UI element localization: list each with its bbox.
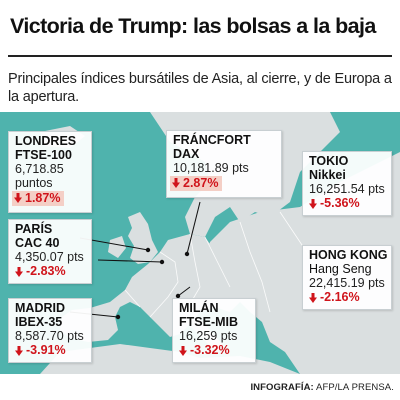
change-value: -2.16% — [320, 290, 360, 304]
card-frankfurt: FRÁNCFORT DAX 10,181.89 pts 2.87% — [166, 130, 282, 198]
change-value: -3.91% — [26, 343, 66, 357]
title-rule — [8, 55, 392, 57]
index-value: 22,415.19 pts — [309, 276, 385, 290]
card-londres: LONDRES FTSE-100 6,718.85 puntos 1.87% — [8, 131, 92, 213]
city-name: MILÁN — [179, 301, 219, 315]
change-badge: 2.87% — [170, 175, 223, 191]
paris-marker — [159, 259, 165, 265]
north-africa-landmass — [40, 344, 300, 374]
card-paris: PARÍS CAC 40 4,350.07 pts -2.83% — [8, 219, 92, 284]
index-value: 16,259 pts — [179, 329, 238, 343]
index-name: FTSE-MIB — [179, 315, 239, 329]
down-arrow-icon — [15, 345, 23, 356]
index-value: 10,181.89 pts — [173, 161, 249, 175]
change-value: 1.87% — [25, 190, 61, 205]
change-badge: -2.16% — [309, 290, 385, 305]
city-markers — [115, 247, 190, 320]
index-name: IBEX-35 — [15, 315, 63, 329]
change-value: -3.32% — [190, 343, 230, 357]
city-name: TOKIO — [309, 154, 349, 168]
down-arrow-icon — [179, 345, 187, 356]
index-value: 4,350.07 pts — [15, 250, 84, 264]
index-name: Hang Seng — [309, 262, 372, 276]
change-value: 2.87% — [183, 175, 219, 190]
down-arrow-icon — [15, 266, 23, 277]
change-value: -5.36% — [320, 196, 360, 210]
great-britain-landmass — [128, 212, 158, 264]
down-arrow-icon — [309, 292, 317, 303]
card-tokio: TOKIO Nikkei 16,251.54 pts -5.36% — [302, 151, 392, 216]
subtitle: Principales índices bursátiles de Asia, … — [8, 71, 392, 105]
source-credit: INFOGRAFÍA: AFP/LA PRENSA. — [250, 382, 394, 393]
credit-label: INFOGRAFÍA: — [250, 382, 314, 393]
change-badge: -3.32% — [179, 343, 249, 358]
change-badge: 1.87% — [12, 190, 65, 206]
index-unit: puntos — [15, 176, 53, 190]
change-badge: -3.91% — [15, 343, 85, 358]
credit-source: AFP/LA PRENSA. — [316, 382, 394, 393]
index-value: 8,587.70 pts — [15, 329, 84, 343]
madrid-marker — [115, 314, 121, 320]
change-value: -2.83% — [26, 264, 66, 278]
london-marker — [145, 247, 151, 253]
ireland-landmass — [108, 236, 126, 258]
index-name: FTSE-100 — [15, 148, 72, 162]
frankfurt-marker — [184, 251, 190, 257]
headline: Victoria de Trump: las bolsas a la baja — [10, 14, 376, 38]
down-arrow-icon — [172, 178, 180, 188]
change-badge: -2.83% — [15, 264, 85, 279]
country-borders — [124, 211, 321, 318]
card-madrid: MADRID IBEX-35 8,587.70 pts -3.91% — [8, 298, 92, 363]
card-hongkong: HONG KONG Hang Seng 22,415.19 pts -2.16% — [302, 245, 392, 310]
index-name: Nikkei — [309, 168, 346, 182]
index-name: CAC 40 — [15, 236, 60, 250]
city-name: PARÍS — [15, 222, 53, 236]
city-name: LONDRES — [15, 134, 77, 148]
change-badge: -5.36% — [309, 196, 385, 211]
index-value: 6,718.85 — [15, 162, 64, 176]
milan-marker — [175, 293, 181, 299]
city-name: MADRID — [15, 301, 65, 315]
down-arrow-icon — [14, 193, 22, 203]
index-name: DAX — [173, 147, 200, 161]
index-value: 16,251.54 pts — [309, 182, 385, 196]
city-name: FRÁNCFORT — [173, 133, 251, 147]
city-name: HONG KONG — [309, 248, 388, 262]
card-milan: MILÁN FTSE-MIB 16,259 pts -3.32% — [172, 298, 256, 363]
down-arrow-icon — [309, 198, 317, 209]
